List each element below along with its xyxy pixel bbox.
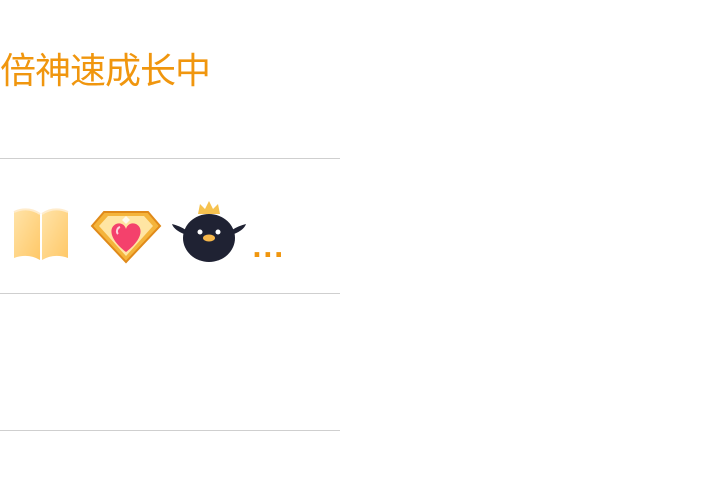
divider-bottom [0,430,340,431]
divider-middle [0,293,340,294]
book-icon [13,208,69,260]
page-title: 倍神速成长中 [0,51,211,92]
more-button[interactable]: ... [252,234,285,264]
crowned-penguin-icon [172,201,246,262]
diamond-heart-icon [90,211,162,264]
divider-top [0,158,340,159]
